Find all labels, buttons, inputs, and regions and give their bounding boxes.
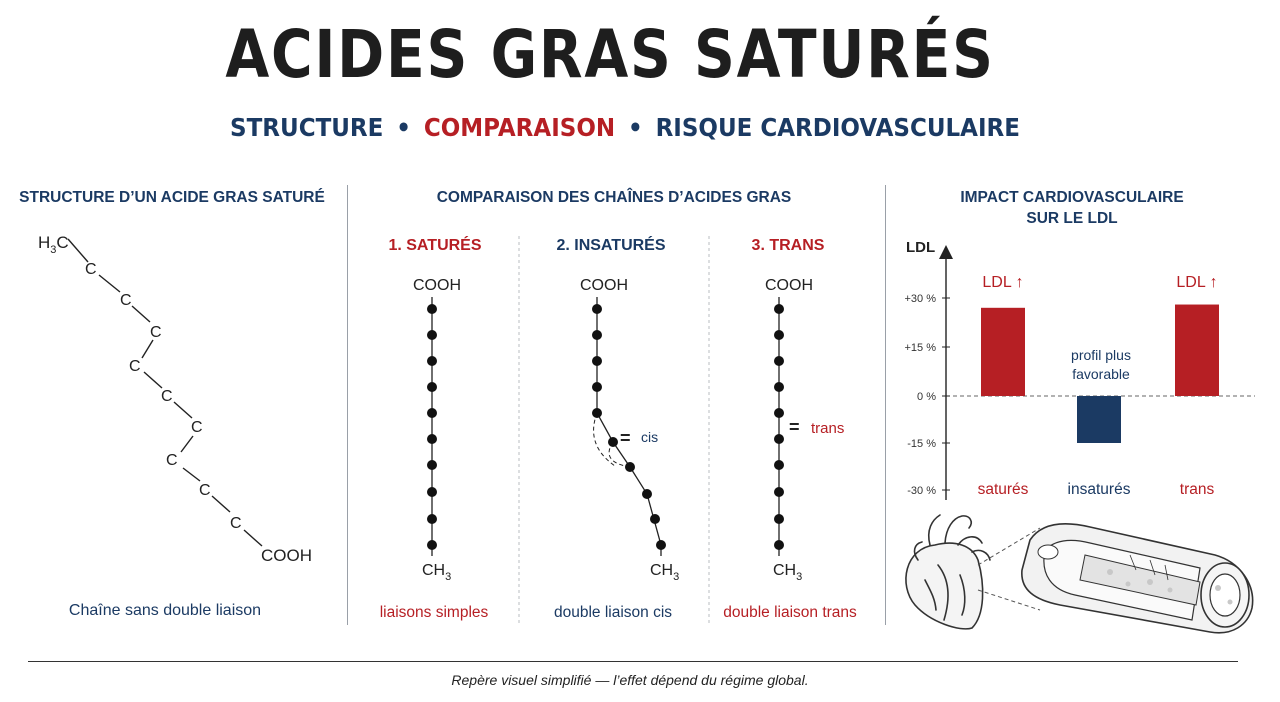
structure-heading: STRUCTURE D’UN ACIDE GRAS SATURÉ	[19, 189, 325, 206]
caption-trans: double liaison trans	[723, 604, 857, 621]
chain-bottom-group: CH3	[650, 562, 679, 583]
y-tick-label: +15 %	[905, 342, 937, 354]
y-axis-label: LDL	[906, 239, 935, 256]
bar-1	[1077, 396, 1121, 443]
y-tick-label: +30 %	[905, 293, 937, 305]
zoom-line	[977, 589, 1041, 611]
page-subtitle: STRUCTURE • COMPARAISON • RISQUE CARDIOVASCU…	[50, 113, 1200, 142]
chain-trans: = trans	[774, 297, 844, 556]
ldl-bar-chart: LDL +30 % +15 % 0 % -15 % -30 % saturés insat…	[905, 239, 1255, 500]
chain-top-group: COOH	[413, 277, 461, 294]
footer-note: Repère visuel simplifié — l’effet dépend…	[451, 672, 809, 688]
carbon-atom: C	[161, 388, 173, 405]
cis-label: cis	[641, 429, 658, 445]
chain-top-group: COOH	[765, 277, 813, 294]
y-tick-label: -15 %	[907, 438, 936, 450]
structure-caption: Chaîne sans double liaison	[69, 602, 261, 619]
carbon-atom: C	[166, 452, 178, 469]
zoom-line	[977, 527, 1041, 566]
panel-divider	[347, 185, 348, 625]
favorable-annotation-line2: favorable	[1072, 366, 1130, 382]
x-category-label: saturés	[978, 481, 1029, 498]
comparison-heading: COMPARAISON DES CHAÎNES D’ACIDES GRAS	[437, 188, 792, 206]
chain-bottom-group: CH3	[422, 562, 451, 583]
x-category-label: insaturés	[1068, 481, 1131, 498]
carbon-atom: C	[199, 482, 211, 499]
favorable-annotation-line1: profil plus	[1071, 347, 1131, 363]
chain-bonds	[67, 238, 263, 547]
page-title: ACIDES GRAS SATURÉS	[225, 16, 995, 93]
column-label-trans: 3. TRANS	[752, 237, 825, 254]
column-label-satures: 1. SATURÉS	[388, 235, 481, 254]
heart-illustration	[905, 514, 991, 630]
carbon-atom: C	[150, 324, 162, 341]
impact-panel: IMPACT CARDIOVASCULAIRE SUR LE LDL LDL +…	[905, 189, 1255, 634]
subtitle-structure: STRUCTURE	[230, 113, 384, 142]
subtitle-comparaison: COMPARAISON	[423, 113, 616, 142]
caption-satures: liaisons simples	[380, 604, 489, 621]
y-tick-label: 0 %	[917, 391, 936, 403]
x-category-label: trans	[1180, 481, 1215, 498]
carbon-atom: C	[129, 358, 141, 375]
chain-end-group: COOH	[261, 546, 312, 565]
footer-rule	[28, 661, 1238, 662]
y-tick-label: -30 %	[907, 485, 936, 497]
bar-0	[981, 307, 1025, 396]
chain-bottom-group: CH3	[773, 562, 802, 583]
bar-annotation-up: LDL ↑	[982, 274, 1023, 291]
subtitle-risque: RISQUE CARDIOVASCULAIRE	[655, 113, 1020, 142]
chain-insatures: = cis	[592, 297, 666, 556]
panel-divider	[885, 185, 886, 625]
chain-start-group: H3C	[38, 233, 69, 256]
comparison-panel: COMPARAISON DES CHAÎNES D’ACIDES GRAS 1.…	[380, 188, 857, 625]
carbon-atom: C	[230, 515, 242, 532]
chain-satures	[427, 297, 437, 556]
impact-heading-line1: IMPACT CARDIOVASCULAIRE	[960, 189, 1183, 206]
carbon-atom: C	[191, 419, 203, 436]
bar-annotation-up: LDL ↑	[1176, 274, 1217, 291]
column-label-insatures: 2. INSATURÉS	[556, 235, 665, 254]
carbon-atom: C	[85, 261, 97, 278]
double-bond-symbol: =	[789, 417, 800, 437]
caption-insatures: double liaison cis	[554, 604, 672, 621]
double-bond-symbol: =	[620, 428, 631, 448]
carbon-atom: C	[120, 292, 132, 309]
impact-heading-line2: SUR LE LDL	[1026, 210, 1117, 227]
chain-top-group: COOH	[580, 277, 628, 294]
bar-2	[1175, 304, 1219, 396]
artery-illustration	[1021, 523, 1254, 634]
subtitle-separator: •	[628, 113, 643, 142]
subtitle-separator: •	[396, 113, 411, 142]
trans-label: trans	[811, 420, 844, 437]
structure-panel: STRUCTURE D’UN ACIDE GRAS SATURÉ H3C C C…	[19, 189, 325, 619]
